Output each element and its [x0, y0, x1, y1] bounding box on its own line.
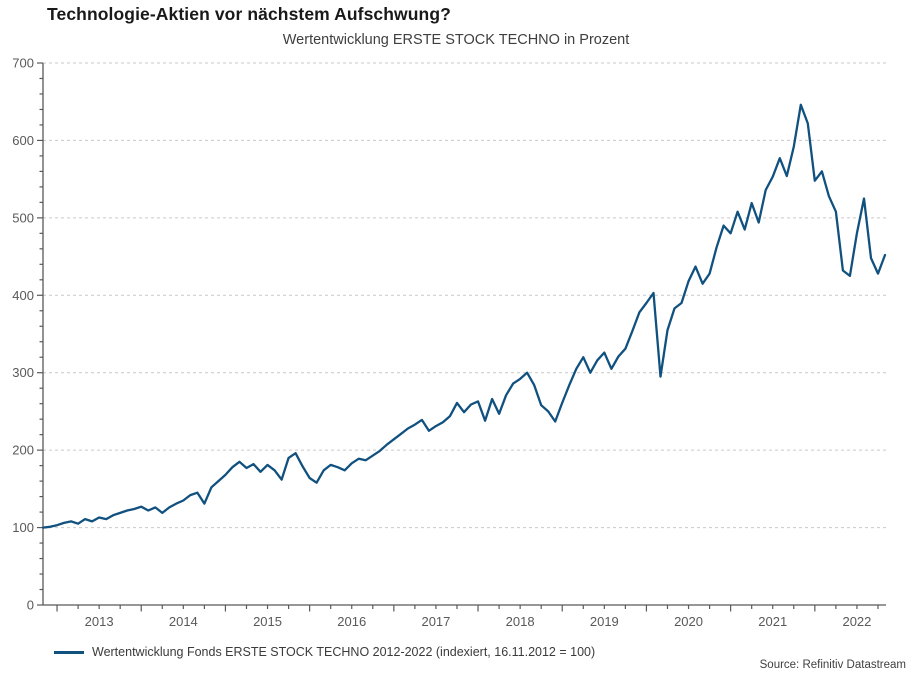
x-tick-label: 2020 — [674, 614, 703, 629]
x-tick-label: 2013 — [85, 614, 114, 629]
series-line — [41, 103, 887, 529]
x-tick-label: 2014 — [169, 614, 198, 629]
y-tick-label: 700 — [12, 56, 34, 71]
x-tick-label: 2018 — [506, 614, 535, 629]
legend-label: Wertentwicklung Fonds ERSTE STOCK TECHNO… — [92, 645, 596, 659]
y-tick-label: 300 — [12, 365, 34, 380]
x-tick-label: 2017 — [421, 614, 450, 629]
chart-title: Technologie-Aktien vor nächstem Aufschwu… — [47, 4, 451, 24]
y-tick-label: 500 — [12, 210, 34, 225]
y-tick-label: 200 — [12, 443, 34, 458]
y-tick-label: 400 — [12, 288, 34, 303]
x-tick-label: 2021 — [758, 614, 787, 629]
y-tick-label: 100 — [12, 520, 34, 535]
x-tick-label: 2022 — [842, 614, 871, 629]
x-tick-label: 2015 — [253, 614, 282, 629]
legend: Wertentwicklung Fonds ERSTE STOCK TECHNO… — [54, 644, 595, 660]
y-tick-label: 600 — [12, 133, 34, 148]
y-tick-label: 0 — [27, 598, 34, 613]
source-credit: Source: Refinitiv Datastream — [759, 659, 906, 671]
x-tick-label: 2016 — [337, 614, 366, 629]
x-tick-label: 2019 — [590, 614, 619, 629]
chart-subtitle: Wertentwicklung ERSTE STOCK TECHNO in Pr… — [282, 32, 630, 48]
legend-line-swatch — [54, 650, 84, 654]
